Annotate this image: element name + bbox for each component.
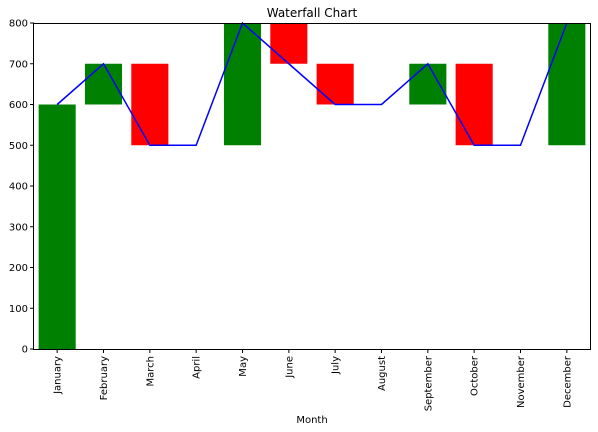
x-tick-label-september: September: [423, 355, 434, 411]
bars-layer: [38, 23, 586, 349]
x-axis: January February March April May June July Augu…: [53, 349, 573, 411]
x-axis-label: Month: [296, 415, 327, 426]
y-tick-label: 500: [9, 141, 28, 152]
y-tick-label: 700: [9, 59, 28, 70]
y-tick-label: 200: [9, 263, 28, 274]
bar-january: [38, 104, 76, 349]
x-tick-label-june: June: [284, 356, 295, 379]
x-tick-label-april: April: [192, 356, 203, 379]
x-tick-label-february: February: [99, 356, 110, 400]
y-tick-label: 400: [9, 182, 28, 193]
x-tick-label-august: August: [377, 356, 388, 391]
chart-title: Waterfall Chart: [267, 6, 358, 20]
y-tick-label: 600: [9, 100, 28, 111]
x-tick-label-july: July: [331, 356, 342, 375]
x-tick-label-january: January: [53, 356, 64, 395]
x-tick-label-may: May: [238, 356, 249, 377]
line-layer: [56, 21, 568, 146]
x-tick-label-october: October: [470, 355, 481, 396]
bar-july: [316, 63, 354, 105]
x-tick-label-december: December: [562, 355, 573, 408]
x-tick-label-march: March: [145, 356, 156, 386]
x-tick-label-november: November: [516, 355, 527, 408]
bar-october: [455, 63, 493, 146]
y-tick-label: 300: [9, 222, 28, 233]
y-tick-label: 800: [9, 19, 28, 30]
bar-september: [409, 63, 447, 105]
bar-march: [131, 63, 169, 146]
y-tick-label: 100: [9, 304, 28, 315]
bar-june: [270, 23, 308, 64]
bar-may: [223, 23, 262, 146]
y-tick-label: 0: [22, 345, 28, 356]
y-axis: 0 100 200 300 400 500 600 700 800: [9, 19, 34, 356]
bar-february: [84, 63, 123, 105]
bar-december: [548, 23, 586, 146]
running-total-line: [56, 21, 568, 146]
